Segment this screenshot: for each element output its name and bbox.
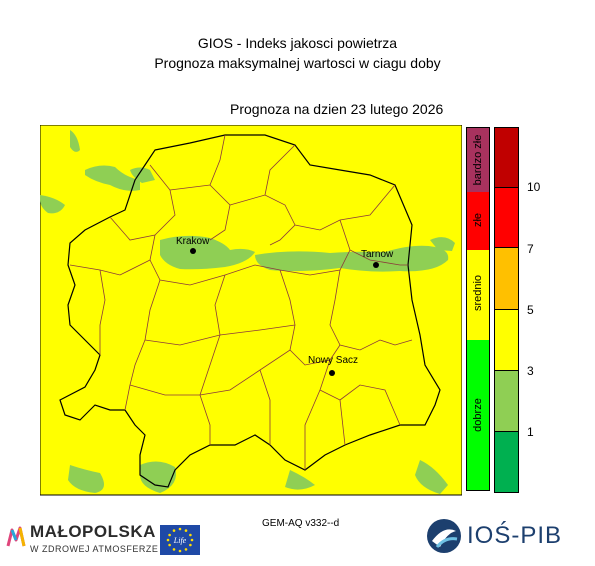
ios-pib-name: IOŚ-PIB [467,522,563,549]
good-area-west [40,195,65,214]
city-krakow: Krakow [176,236,210,254]
good-area-north [130,167,155,183]
scale-tick: 1 [527,425,534,439]
category-label-bad: złe [472,212,484,228]
city-marker [329,370,335,376]
malopolska-name: MAŁOPOLSKA [30,522,156,541]
good-area-krakow [160,235,255,270]
category-label-moderate: srednio [472,274,484,312]
region-outline [59,134,441,488]
good-area-south-east [415,460,448,494]
map-background [40,125,462,496]
good-area-south [140,461,176,493]
chart-title: GIOS - Indeks jakosci powietrza [197,35,398,51]
category-moderate [467,250,489,340]
scale-level-fair [495,371,518,432]
category-legend [466,127,490,491]
scale-level-bad [495,188,518,248]
scale-level-very-bad [495,128,518,188]
city-label: Nowy Sacz [308,355,358,366]
city-tarnow: Tarnow [361,249,394,268]
malopolska-tagline: W ZDROWEJ ATMOSFERZE [30,544,159,554]
scale-level-good [495,432,518,492]
index-scale [494,127,519,493]
category-very-bad [467,128,489,192]
scale-level-moderate [495,310,518,371]
city-marker [190,248,196,254]
city-nowy-sacz: Nowy Sacz [308,355,358,376]
good-area-north-west [85,165,140,191]
scale-tick: 10 [527,180,541,194]
category-label-very-bad: bardzo złe [472,134,484,186]
district-boundaries [69,134,413,470]
city-marker [373,262,379,268]
air-quality-map: Krakow Tarnow Nowy Sacz [40,125,462,496]
forecast-date: Prognoza na dzien 23 lutego 2026 [230,101,444,117]
city-label: Tarnow [361,249,394,260]
good-area-south-west [68,465,104,493]
good-area-east [430,237,455,251]
scale-tick: 7 [527,242,534,256]
eu-stars-icon: Life [166,527,194,553]
category-good [467,340,489,490]
scale-tick: 5 [527,303,534,317]
chart-subtitle: Prognoza maksymalnej wartosci w ciagu do… [154,55,441,71]
city-label: Krakow [176,236,210,247]
category-label-good: dobrze [472,398,484,432]
model-version: GEM-AQ v332--d [262,518,340,529]
eu-life-text: Life [173,536,187,545]
scale-tick: 3 [527,364,534,378]
malopolska-mark-icon [6,526,26,547]
good-area-top-left-edge [70,130,80,152]
good-area-south-centre [285,470,315,490]
eu-life-logo: Life [160,525,200,555]
scale-level-poor [495,248,518,310]
category-bad [467,192,489,250]
ios-pib-mark-icon [427,519,461,553]
